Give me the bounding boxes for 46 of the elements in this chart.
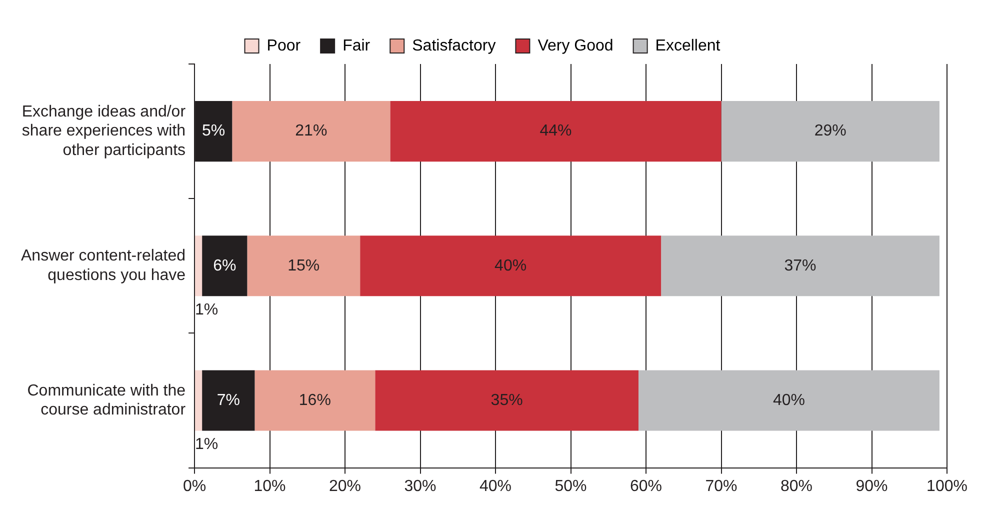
legend-label: Excellent (655, 37, 721, 54)
data-label: 15% (288, 257, 320, 274)
x-tick-label: 90% (856, 478, 888, 495)
data-label: 5% (202, 122, 226, 140)
data-label: 40% (772, 392, 805, 409)
data-label: 7% (216, 392, 240, 409)
legend-label: Poor (266, 37, 302, 54)
data-label: 1% (195, 302, 218, 319)
x-tick-label: 60% (630, 478, 662, 495)
bar (638, 370, 940, 431)
y-tick-label: Communicate with the course administrator (27, 382, 186, 419)
data-label: 1% (195, 436, 218, 454)
bar (247, 236, 360, 296)
data-label: 37% (784, 257, 816, 274)
bar (661, 236, 940, 296)
x-tick-label: 80% (780, 478, 813, 495)
x-tick-label: 70% (705, 478, 738, 495)
bar (232, 101, 390, 162)
x-tick-label: 50% (554, 478, 587, 495)
data-label: 44% (540, 122, 572, 140)
legend-label: Fair (342, 37, 371, 54)
x-tick-label: 10% (254, 478, 286, 495)
x-tick-label: 100% (926, 478, 968, 495)
y-tick-label: Answer content-related questions you have (21, 248, 186, 284)
bar (375, 370, 638, 431)
x-tick-label: 30% (404, 478, 436, 495)
bar (195, 236, 202, 296)
data-label: 40% (494, 257, 527, 274)
bar (254, 370, 376, 431)
bar (195, 370, 202, 431)
legend-label: Satisfactory (412, 37, 496, 54)
x-tick-label: 0% (182, 478, 206, 495)
data-label: 16% (298, 392, 331, 409)
bar (202, 236, 248, 296)
bar (721, 101, 940, 162)
x-tick-label: 40% (480, 478, 512, 495)
x-tick-label: 20% (329, 478, 362, 495)
y-tick-label: Exchange ideas and/or share experiences with other participants (22, 104, 186, 159)
bar (202, 370, 255, 431)
bar (360, 236, 662, 296)
data-label: 21% (295, 122, 328, 140)
data-label: 6% (213, 257, 236, 274)
legend-label: Very Good (538, 37, 614, 54)
data-label: 29% (814, 122, 846, 140)
bar (390, 101, 722, 162)
data-label: 35% (490, 392, 523, 409)
